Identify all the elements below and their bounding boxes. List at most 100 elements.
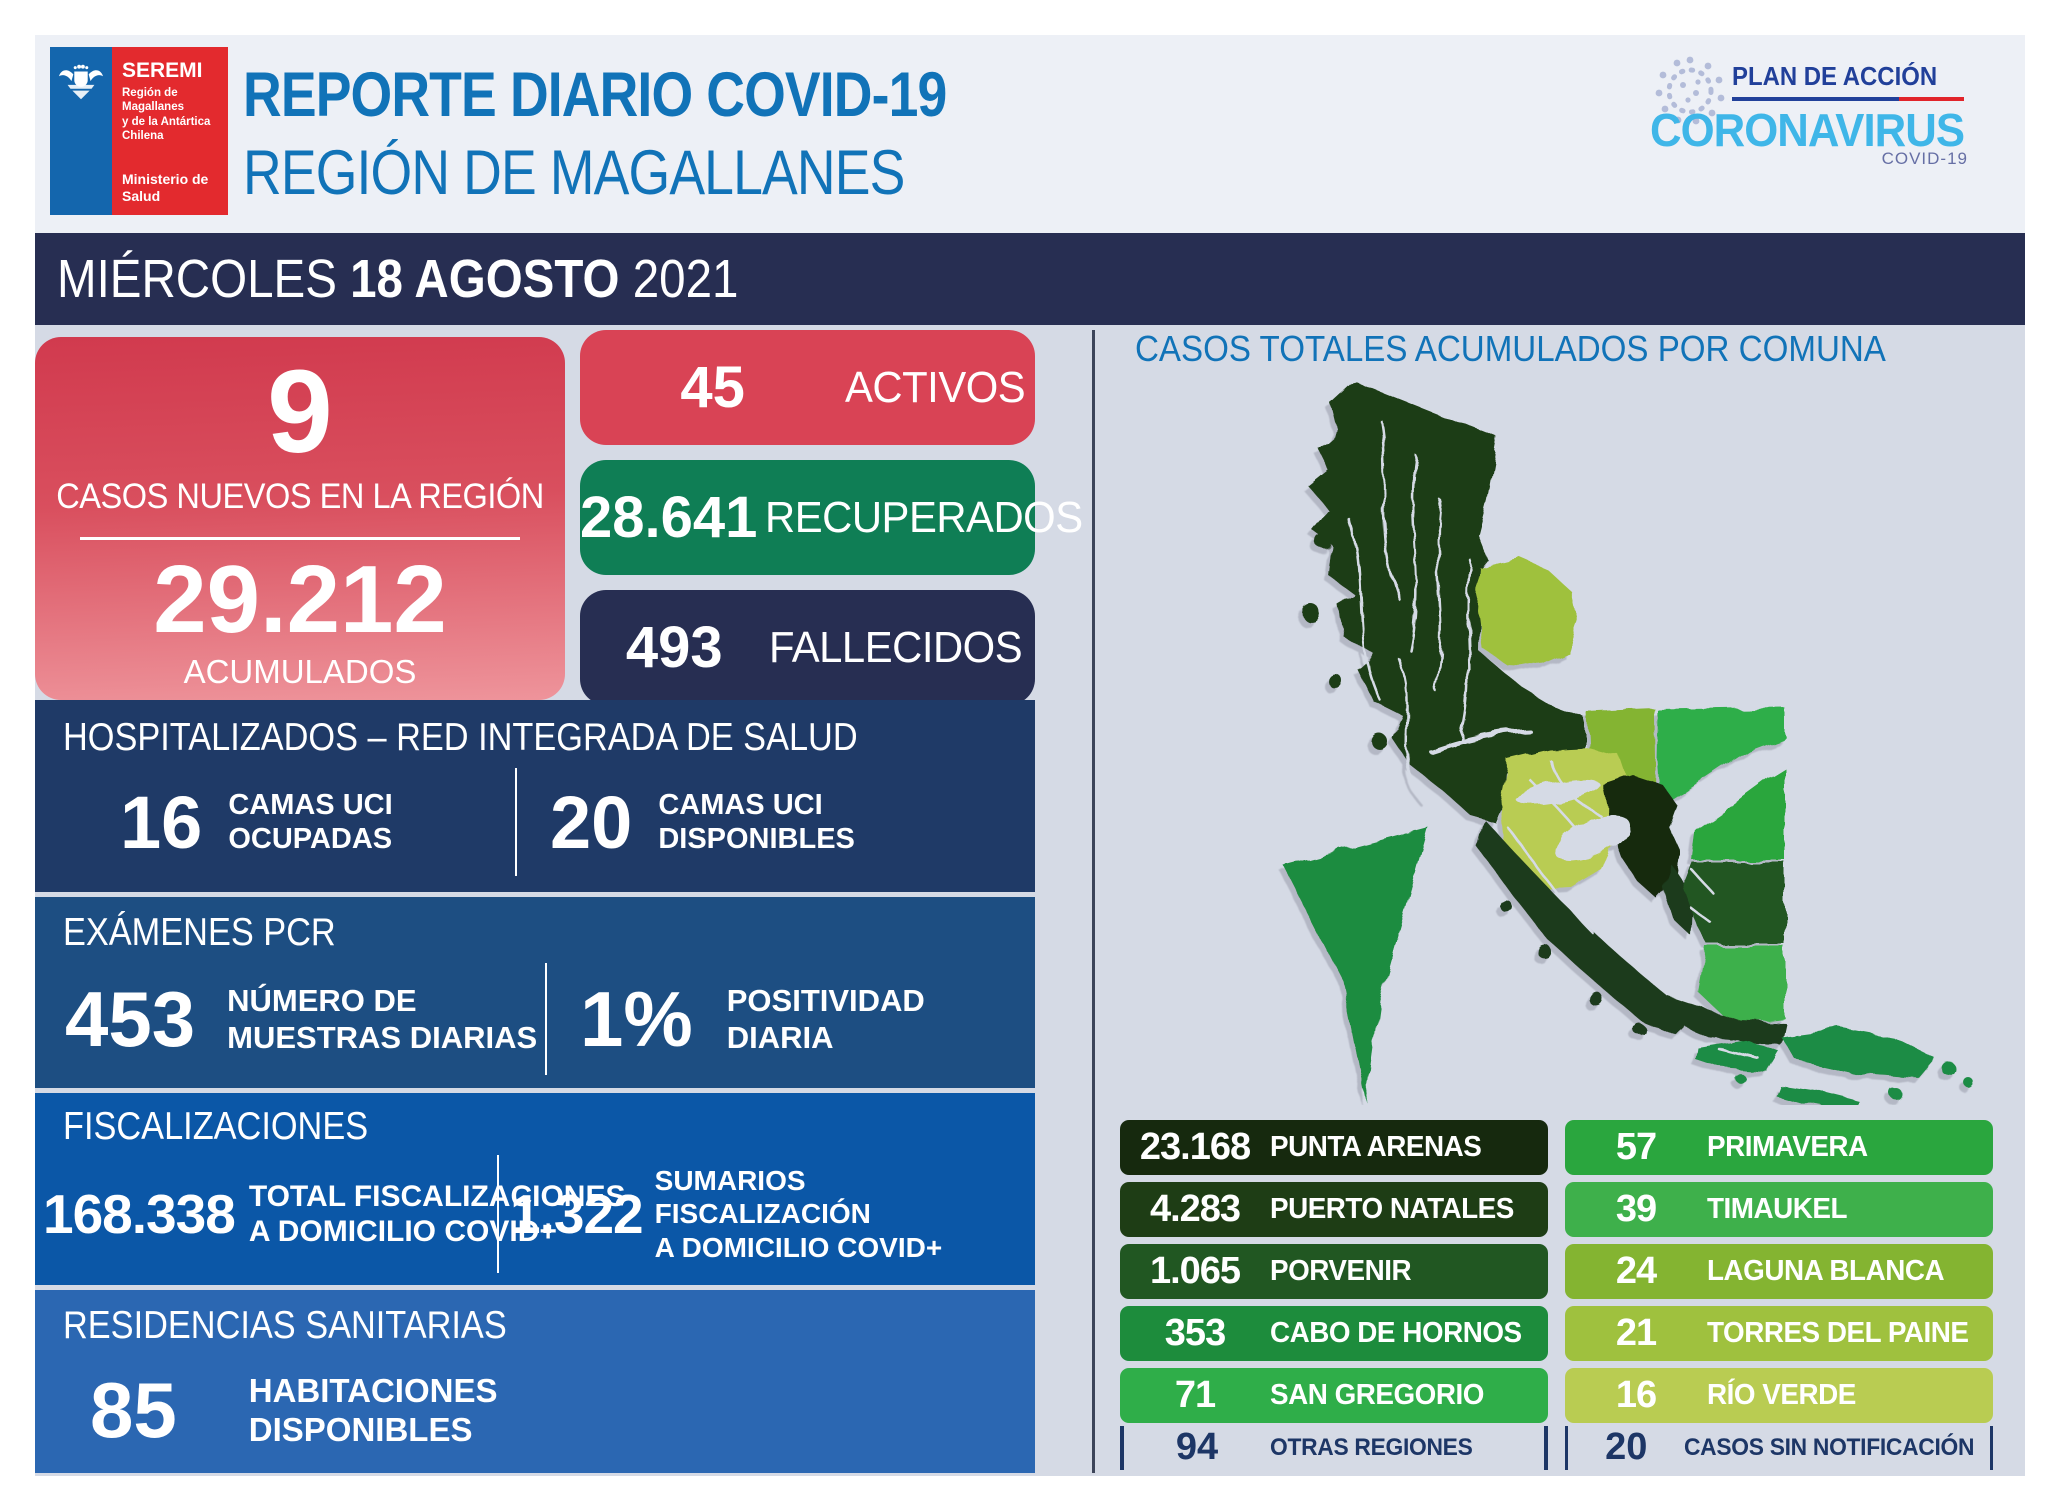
comuna-row-primavera: 57 PRIMAVERA (1565, 1120, 1993, 1175)
footer-value: 94 (1175, 1426, 1219, 1468)
icu-occupied-label: CAMAS UCI OCUPADAS (228, 788, 393, 855)
map-islet (1941, 1061, 1955, 1075)
date-text: MIÉRCOLES 18 AGOSTO 2021 (57, 248, 738, 310)
page-title: REPORTE DIARIO COVID-19 REGIÓN DE MAGALL… (243, 59, 1071, 209)
map-region-cabo-de-hornos (1780, 1028, 1935, 1078)
comuna-value: 24 (1615, 1250, 1657, 1292)
comuna-label: PORVENIR (1270, 1255, 1412, 1287)
residencias-title: RESIDENCIAS SANITARIAS (63, 1304, 507, 1347)
rooms-value: 85 (90, 1366, 177, 1454)
residencias-section: RESIDENCIAS SANITARIAS 85 HABITACIONES D… (35, 1290, 1035, 1473)
comuna-label: PUNTA ARENAS (1270, 1131, 1482, 1163)
seremi-title: SEREMI (122, 59, 203, 82)
fiscalizaciones-section: FISCALIZACIONES 168.338 TOTAL FISCALIZAC… (35, 1093, 1035, 1285)
map-darwin-range (1664, 996, 1785, 1045)
map-island-dawson (1664, 865, 1692, 935)
comuna-row-laguna-blanca: 24 LAGUNA BLANCA (1565, 1244, 1993, 1299)
title-line-1: REPORTE DIARIO COVID-19 (243, 60, 947, 130)
comuna-value: 39 (1615, 1188, 1657, 1230)
plan-underline (1732, 97, 1964, 101)
plan-de-accion-label: PLAN DE ACCIÓN (1732, 61, 1938, 91)
seremi-region-text: Región de Magallanes y de la Antártica C… (122, 87, 211, 143)
map-islet (1632, 1022, 1644, 1034)
pcr-title: EXÁMENES PCR (63, 911, 336, 954)
footer-value: 20 (1605, 1426, 1648, 1468)
pcr-samples-stat: 453 NÚMERO DE MUESTRAS DIARIAS (65, 967, 537, 1072)
rooms-label: HABITACIONES DISPONIBLES (248, 1371, 498, 1448)
coat-of-arms-panel (50, 47, 112, 215)
magallanes-region-map (1080, 360, 2025, 1112)
new-cases-value: 9 (267, 346, 333, 478)
recovered-label: RECUPERADOS (765, 492, 1084, 542)
accumulated-value: 29.212 (153, 545, 447, 653)
separator-bar (1120, 1425, 1124, 1470)
deceased-value: 493 (625, 615, 723, 680)
comuna-value: 71 (1174, 1374, 1216, 1416)
comuna-row-cabo-de-hornos: 353 CABO DE HORNOS (1120, 1306, 1548, 1361)
comuna-choropleth-map (1283, 382, 1973, 1112)
footer-row-casos-sin-notificacion: 20 CASOS SIN NOTIFICACIÓN (1565, 1425, 1993, 1470)
comuna-row-san-gregorio: 71 SAN GREGORIO (1120, 1368, 1548, 1423)
header: SEREMI Región de Magallanes y de la Antá… (35, 35, 2025, 233)
deceased-pill: 493 FALLECIDOS (580, 590, 1035, 705)
hospitalized-section: HOSPITALIZADOS – RED INTEGRADA DE SALUD … (35, 700, 1035, 892)
column-divider (1092, 330, 1095, 1473)
pcr-positivity-label: POSITIVIDAD DIARIA (726, 982, 925, 1055)
comuna-value: 1.065 (1149, 1250, 1241, 1292)
map-islet (1316, 534, 1332, 550)
sumarios-stat: 1.322 SUMARIOS FISCALIZACIÓN A DOMICILIO… (510, 1155, 942, 1273)
pcr-samples-label: NÚMERO DE MUESTRAS DIARIAS (227, 982, 538, 1055)
section-divider (515, 768, 517, 876)
footer-row-otras-regiones: 94 OTRAS REGIONES (1120, 1425, 1548, 1470)
section-divider (545, 963, 547, 1075)
fiscalizaciones-total-label: TOTAL FISCALIZACIONES A DOMICILIO COVID+ (248, 1179, 626, 1248)
map-region-punta-arenas (1602, 774, 1680, 900)
comuna-value: 16 (1615, 1374, 1657, 1416)
comuna-value: 4.283 (1149, 1188, 1241, 1230)
map-region-timaukel (1698, 947, 1785, 1024)
map-islet (1890, 1088, 1902, 1100)
map-islet (1963, 1077, 1973, 1087)
map-islet (1329, 675, 1343, 689)
comuna-label: RÍO VERDE (1707, 1379, 1856, 1411)
pcr-samples-value: 453 (65, 975, 196, 1063)
sumarios-value: 1.322 (510, 1183, 644, 1245)
icu-available-value: 20 (550, 780, 633, 864)
covid19-label: COVID-19 (1881, 149, 1968, 168)
map-islet (1588, 991, 1602, 1005)
virus-icon (1655, 56, 1725, 125)
icu-available-stat: 20 CAMAS UCI DISPONIBLES (550, 772, 855, 872)
comuna-row-porvenir: 1.065 PORVENIR (1120, 1244, 1548, 1299)
comuna-row-rio-verde: 16 RÍO VERDE (1565, 1368, 1993, 1423)
comuna-row-puerto-natales: 4.283 PUERTO NATALES (1120, 1182, 1548, 1237)
seremi-text-panel: SEREMI Región de Magallanes y de la Antá… (112, 47, 228, 215)
hospitalized-title: HOSPITALIZADOS – RED INTEGRADA DE SALUD (63, 716, 858, 759)
comuna-value: 57 (1615, 1126, 1657, 1168)
map-islet (1301, 603, 1319, 621)
report-sheet: SEREMI Región de Magallanes y de la Antá… (35, 35, 2025, 1476)
rooms-stat: 85 HABITACIONES DISPONIBLES (90, 1358, 498, 1463)
comuna-row-timaukel: 39 TIMAUKEL (1565, 1182, 1993, 1237)
new-cases-label: CASOS NUEVOS EN LA REGIÓN (56, 476, 544, 516)
recovered-pill: 28.641 RECUPERADOS (580, 460, 1084, 575)
title-line-2: REGIÓN DE MAGALLANES (243, 138, 905, 208)
fiscalizaciones-title: FISCALIZACIONES (63, 1105, 369, 1148)
ministry-text: Ministerio de Salud (122, 171, 209, 205)
map-region-antartica (1283, 827, 1428, 1102)
icu-available-label: CAMAS UCI DISPONIBLES (658, 788, 855, 855)
icu-occupied-value: 16 (120, 780, 203, 864)
map-islet (1372, 734, 1388, 750)
icu-occupied-stat: 16 CAMAS UCI OCUPADAS (120, 772, 393, 872)
map-islet (1538, 945, 1552, 959)
recovered-value: 28.641 (580, 485, 758, 550)
map-region-natales (1310, 382, 1585, 822)
fiscalizaciones-total-stat: 168.338 TOTAL FISCALIZACIONES A DOMICILI… (43, 1159, 625, 1269)
seremi-ministry-logo: SEREMI Región de Magallanes y de la Antá… (50, 47, 228, 215)
comuna-row-punta-arenas: 23.168 PUNTA ARENAS (1120, 1120, 1548, 1175)
map-region-primavera (1692, 768, 1785, 860)
pcr-section: EXÁMENES PCR 453 NÚMERO DE MUESTRAS DIAR… (35, 897, 1035, 1088)
card-separator (80, 536, 520, 540)
map-region-cabo-de-hornos (1776, 1086, 1860, 1112)
date-weekday: MIÉRCOLES (57, 249, 337, 309)
